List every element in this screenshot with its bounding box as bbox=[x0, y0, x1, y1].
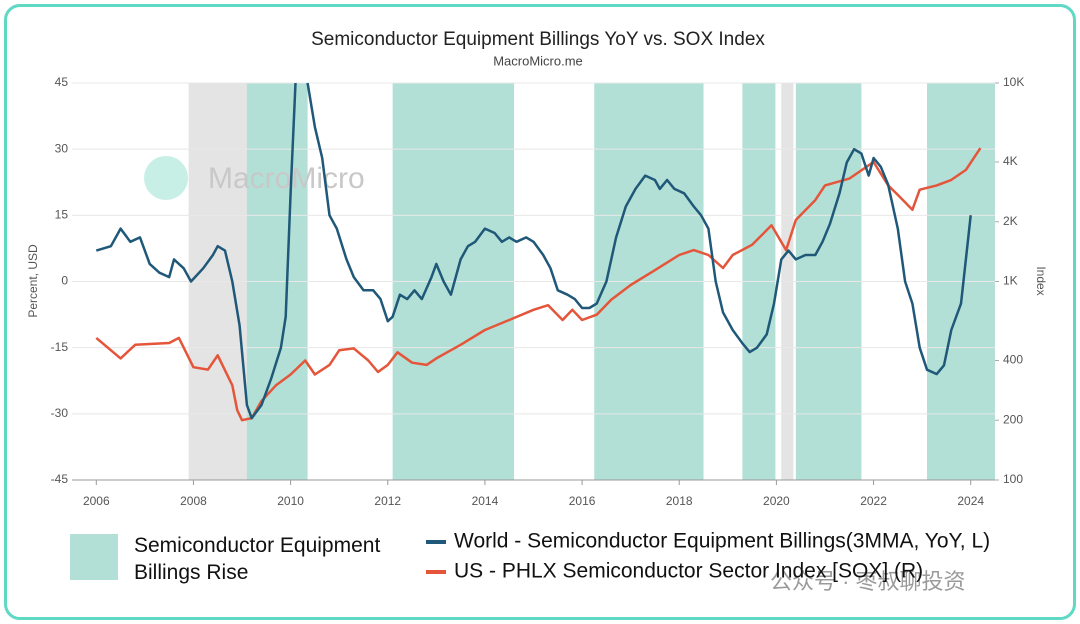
y2-axis-label: Index bbox=[1034, 266, 1048, 295]
y-tick-label: -45 bbox=[51, 472, 69, 486]
watermark: MacroMicro bbox=[208, 162, 365, 195]
x-tick-label: 2006 bbox=[83, 494, 110, 508]
x-tick-label: 2022 bbox=[860, 494, 887, 508]
y2-tick-label: 2K bbox=[1003, 214, 1018, 228]
series-line bbox=[95, 147, 982, 422]
x-tick-label: 2010 bbox=[277, 494, 304, 508]
y2-tick-label: 1K bbox=[1003, 274, 1018, 288]
series-line bbox=[95, 83, 972, 420]
footer-watermark: 公众号 · 枣叔聊投资 bbox=[770, 569, 966, 594]
watermark-logo bbox=[144, 156, 188, 200]
y-tick-label: 30 bbox=[55, 141, 69, 155]
legend-band-label: Semiconductor Equipment Billings Rise bbox=[134, 534, 380, 584]
legend-label: World - Semiconductor Equipment Billings… bbox=[454, 530, 990, 553]
x-tick-label: 2020 bbox=[763, 494, 790, 508]
chart-title: Semiconductor Equipment Billings YoY vs.… bbox=[311, 29, 765, 50]
x-tick-label: 2018 bbox=[666, 494, 693, 508]
y2-tick-label: 100 bbox=[1003, 472, 1023, 486]
legend-band-swatch bbox=[70, 534, 118, 580]
chart-subtitle: MacroMicro.me bbox=[493, 53, 583, 68]
x-tick-label: 2008 bbox=[180, 494, 207, 508]
frame bbox=[4, 4, 1076, 620]
y-tick-label: 0 bbox=[61, 274, 68, 288]
y2-tick-label: 200 bbox=[1003, 412, 1023, 426]
y2-tick-label: 400 bbox=[1003, 353, 1023, 367]
y2-tick-label: 4K bbox=[1003, 154, 1018, 168]
y-tick-label: -30 bbox=[51, 406, 69, 420]
y-tick-label: 15 bbox=[55, 208, 69, 222]
y-tick-label: 45 bbox=[55, 75, 69, 89]
y-tick-label: -15 bbox=[51, 340, 69, 354]
y2-tick-label: 10K bbox=[1003, 75, 1024, 89]
x-tick-label: 2012 bbox=[374, 494, 401, 508]
y-axis-label: Percent, USD bbox=[26, 244, 40, 318]
legend-label: US - PHLX Semiconductor Sector Index [SO… bbox=[454, 560, 923, 583]
x-tick-label: 2014 bbox=[472, 494, 499, 508]
x-tick-label: 2016 bbox=[569, 494, 596, 508]
x-tick-label: 2024 bbox=[957, 494, 984, 508]
